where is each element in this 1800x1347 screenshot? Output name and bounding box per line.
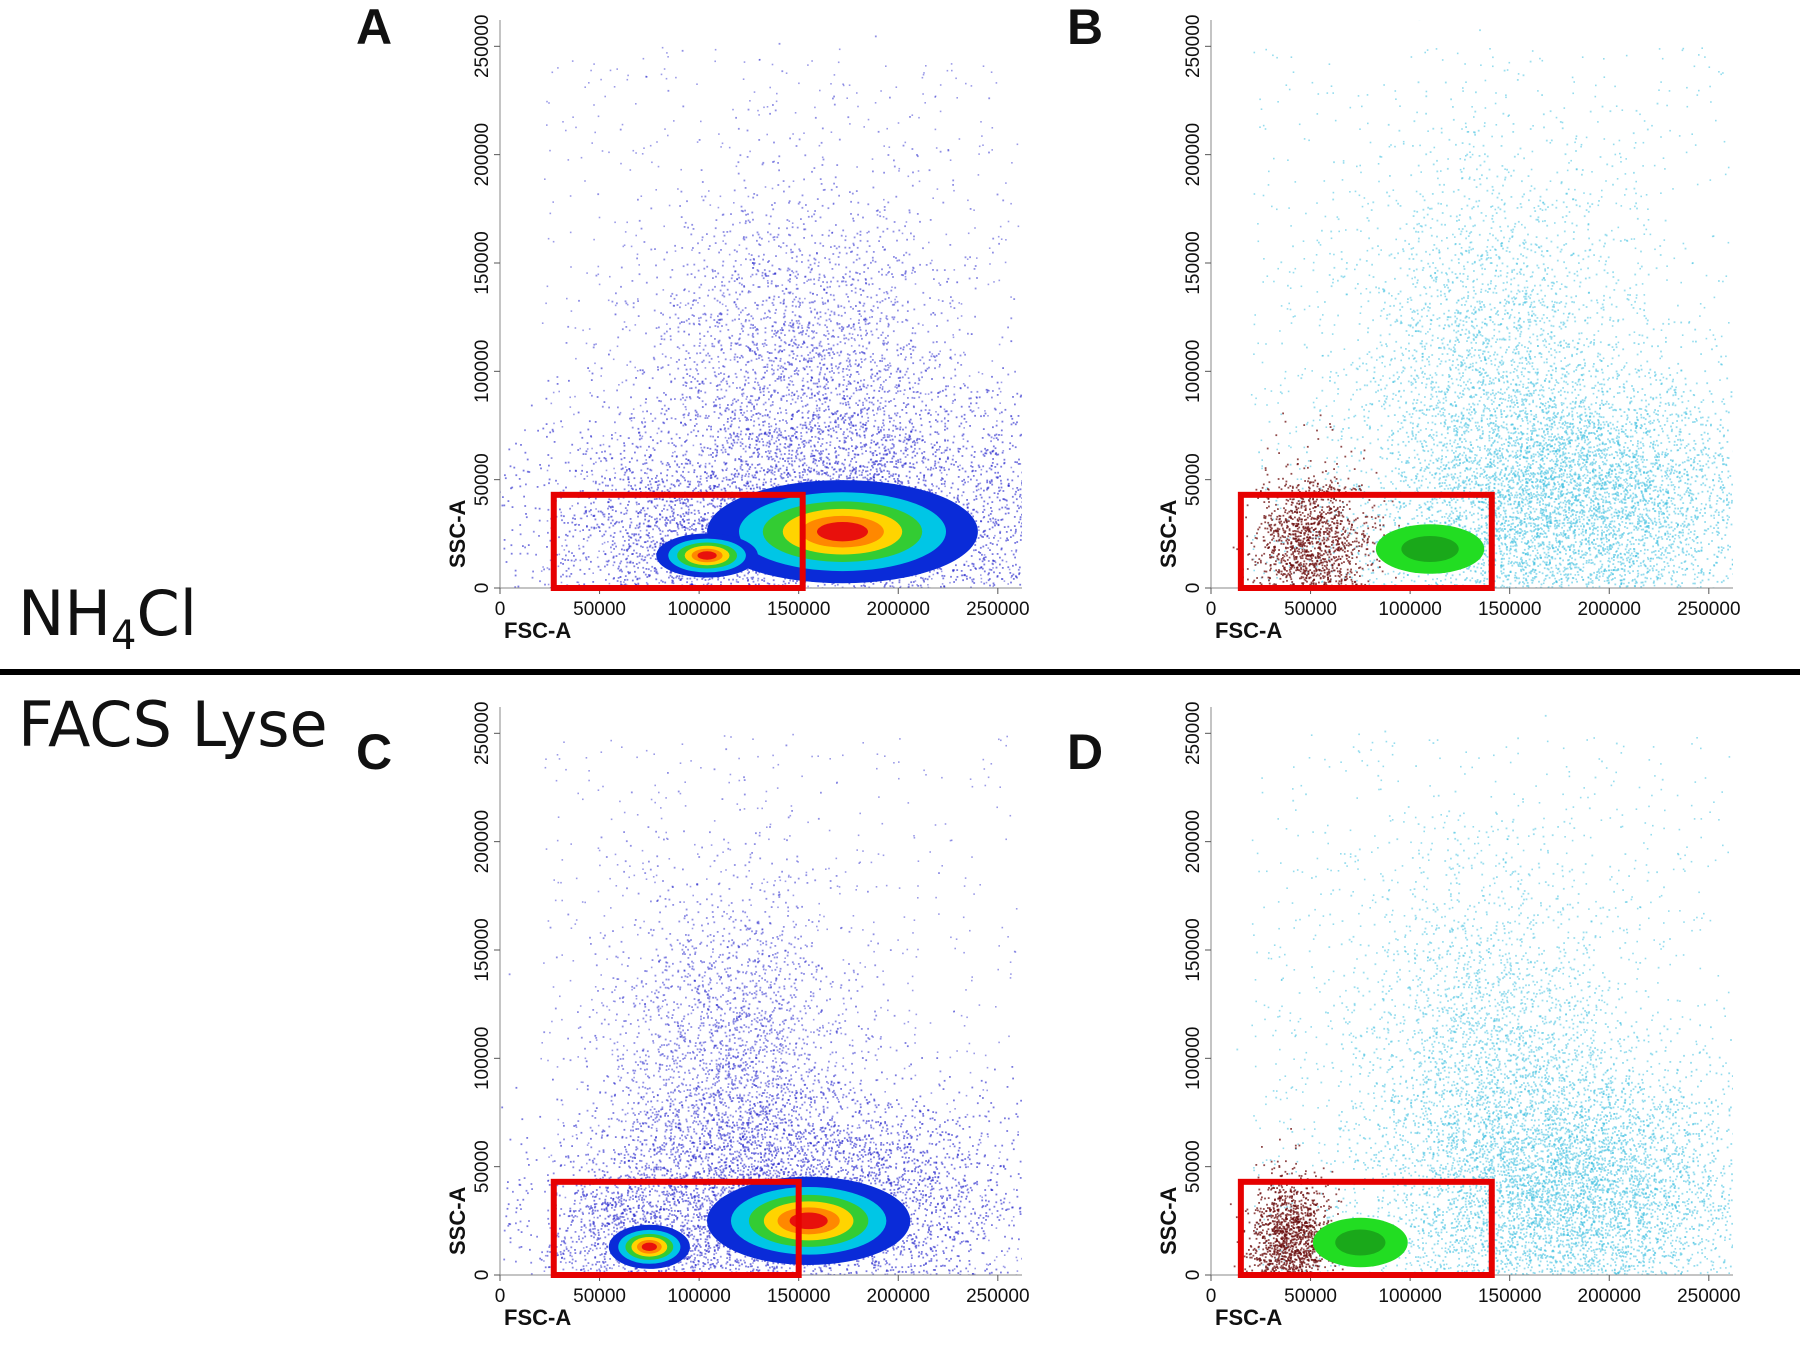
- y-tick-label-a-2: 100000: [472, 340, 493, 403]
- x-tick-label-d-2: 100000: [1378, 1286, 1441, 1307]
- y-tick-label-d-2: 100000: [1183, 1027, 1204, 1090]
- x-tick-label-b-1: 50000: [1284, 599, 1337, 620]
- x-tick-label-c-3: 150000: [767, 1286, 830, 1307]
- density-contour-small-5: [697, 551, 716, 559]
- x-tick-label-a-1: 50000: [573, 599, 626, 620]
- gated-cluster-core-b: [1401, 536, 1458, 562]
- x-tick-label-b-0: 0: [1206, 599, 1217, 620]
- y-tick-label-b-0: 0: [1183, 583, 1204, 594]
- x-tick-label-a-3: 150000: [767, 599, 830, 620]
- y-tick-label-b-2: 100000: [1183, 340, 1204, 403]
- x-tick-label-a-4: 200000: [867, 599, 930, 620]
- y-axis-title-a: SSC-A: [445, 499, 470, 568]
- x-axis-title-d: FSC-A: [1215, 1305, 1282, 1330]
- point-cloud-d: [1230, 715, 1800, 1277]
- y-tick-label-b-5: 250000: [1183, 15, 1204, 78]
- y-tick-label-a-3: 150000: [472, 231, 493, 294]
- y-tick-label-c-5: 250000: [472, 702, 493, 765]
- row-label-facs-lyse: FACS Lyse: [18, 694, 328, 756]
- row-label-nh4cl-subscript: 4: [111, 613, 136, 659]
- y-tick-label-d-5: 250000: [1183, 702, 1204, 765]
- x-tick-label-d-0: 0: [1206, 1286, 1217, 1307]
- density-contour-main-5: [790, 1213, 828, 1230]
- y-tick-label-c-2: 100000: [472, 1027, 493, 1090]
- x-tick-label-b-2: 100000: [1378, 599, 1441, 620]
- scatter-plot-a: 0 50000 100000 150000 200000 250000 0 50000 1000…: [350, 0, 1070, 660]
- scatter-plot-c: 0 50000 100000 150000 200000 250000 0 50000 1000…: [350, 687, 1070, 1347]
- y-tick-label-c-0: 0: [472, 1270, 493, 1281]
- y-tick-label-a-4: 200000: [472, 123, 493, 186]
- y-tick-label-a-5: 250000: [472, 15, 493, 78]
- x-tick-label-b-4: 200000: [1578, 599, 1641, 620]
- y-tick-label-c-4: 200000: [472, 810, 493, 873]
- y-tick-label-c-1: 50000: [472, 1140, 493, 1193]
- y-axis-title-b: SSC-A: [1156, 499, 1181, 568]
- point-cloud-b: [1233, 10, 1800, 590]
- gated-cluster-core-d: [1335, 1229, 1385, 1255]
- y-tick-label-a-0: 0: [472, 583, 493, 594]
- y-axis-title-c: SSC-A: [445, 1186, 470, 1255]
- x-tick-label-c-0: 0: [495, 1286, 506, 1307]
- x-tick-label-c-5: 250000: [966, 1286, 1029, 1307]
- x-tick-label-a-2: 100000: [667, 599, 730, 620]
- y-tick-label-d-0: 0: [1183, 1270, 1204, 1281]
- x-tick-label-a-0: 0: [495, 599, 506, 620]
- x-tick-label-c-2: 100000: [667, 1286, 730, 1307]
- x-tick-label-c-1: 50000: [573, 1286, 626, 1307]
- x-tick-label-b-3: 150000: [1478, 599, 1541, 620]
- density-contour-main-5: [817, 522, 868, 541]
- x-axis-title-a: FSC-A: [504, 618, 571, 643]
- density-contour-small-5: [642, 1243, 657, 1251]
- x-tick-label-b-5: 250000: [1677, 599, 1740, 620]
- x-tick-label-d-3: 150000: [1478, 1286, 1541, 1307]
- y-tick-label-d-4: 200000: [1183, 810, 1204, 873]
- y-tick-label-d-3: 150000: [1183, 918, 1204, 981]
- x-axis-title-c: FSC-A: [504, 1305, 571, 1330]
- x-tick-label-d-4: 200000: [1578, 1286, 1641, 1307]
- x-tick-label-d-5: 250000: [1677, 1286, 1740, 1307]
- x-axis-title-b: FSC-A: [1215, 618, 1282, 643]
- scatter-plot-d: 0 50000 100000 150000 200000 250000 0 50000 1000…: [1061, 687, 1781, 1347]
- y-tick-label-a-1: 50000: [472, 453, 493, 506]
- y-tick-label-c-3: 150000: [472, 918, 493, 981]
- row-divider: [0, 669, 1800, 675]
- y-tick-label-b-4: 200000: [1183, 123, 1204, 186]
- y-tick-label-b-1: 50000: [1183, 453, 1204, 506]
- x-tick-label-a-5: 250000: [966, 599, 1029, 620]
- y-tick-label-b-3: 150000: [1183, 231, 1204, 294]
- row-label-nh4cl-rest: Cl: [136, 577, 197, 650]
- y-tick-label-d-1: 50000: [1183, 1140, 1204, 1193]
- row-label-nh4cl: NH4Cl: [18, 583, 197, 656]
- y-axis-title-d: SSC-A: [1156, 1186, 1181, 1255]
- scatter-plot-b: 0 50000 100000 150000 200000 250000 0 50000 1000…: [1061, 0, 1781, 660]
- x-tick-label-d-1: 50000: [1284, 1286, 1337, 1307]
- x-tick-label-c-4: 200000: [867, 1286, 930, 1307]
- row-label-nh4cl-main: NH: [18, 577, 111, 650]
